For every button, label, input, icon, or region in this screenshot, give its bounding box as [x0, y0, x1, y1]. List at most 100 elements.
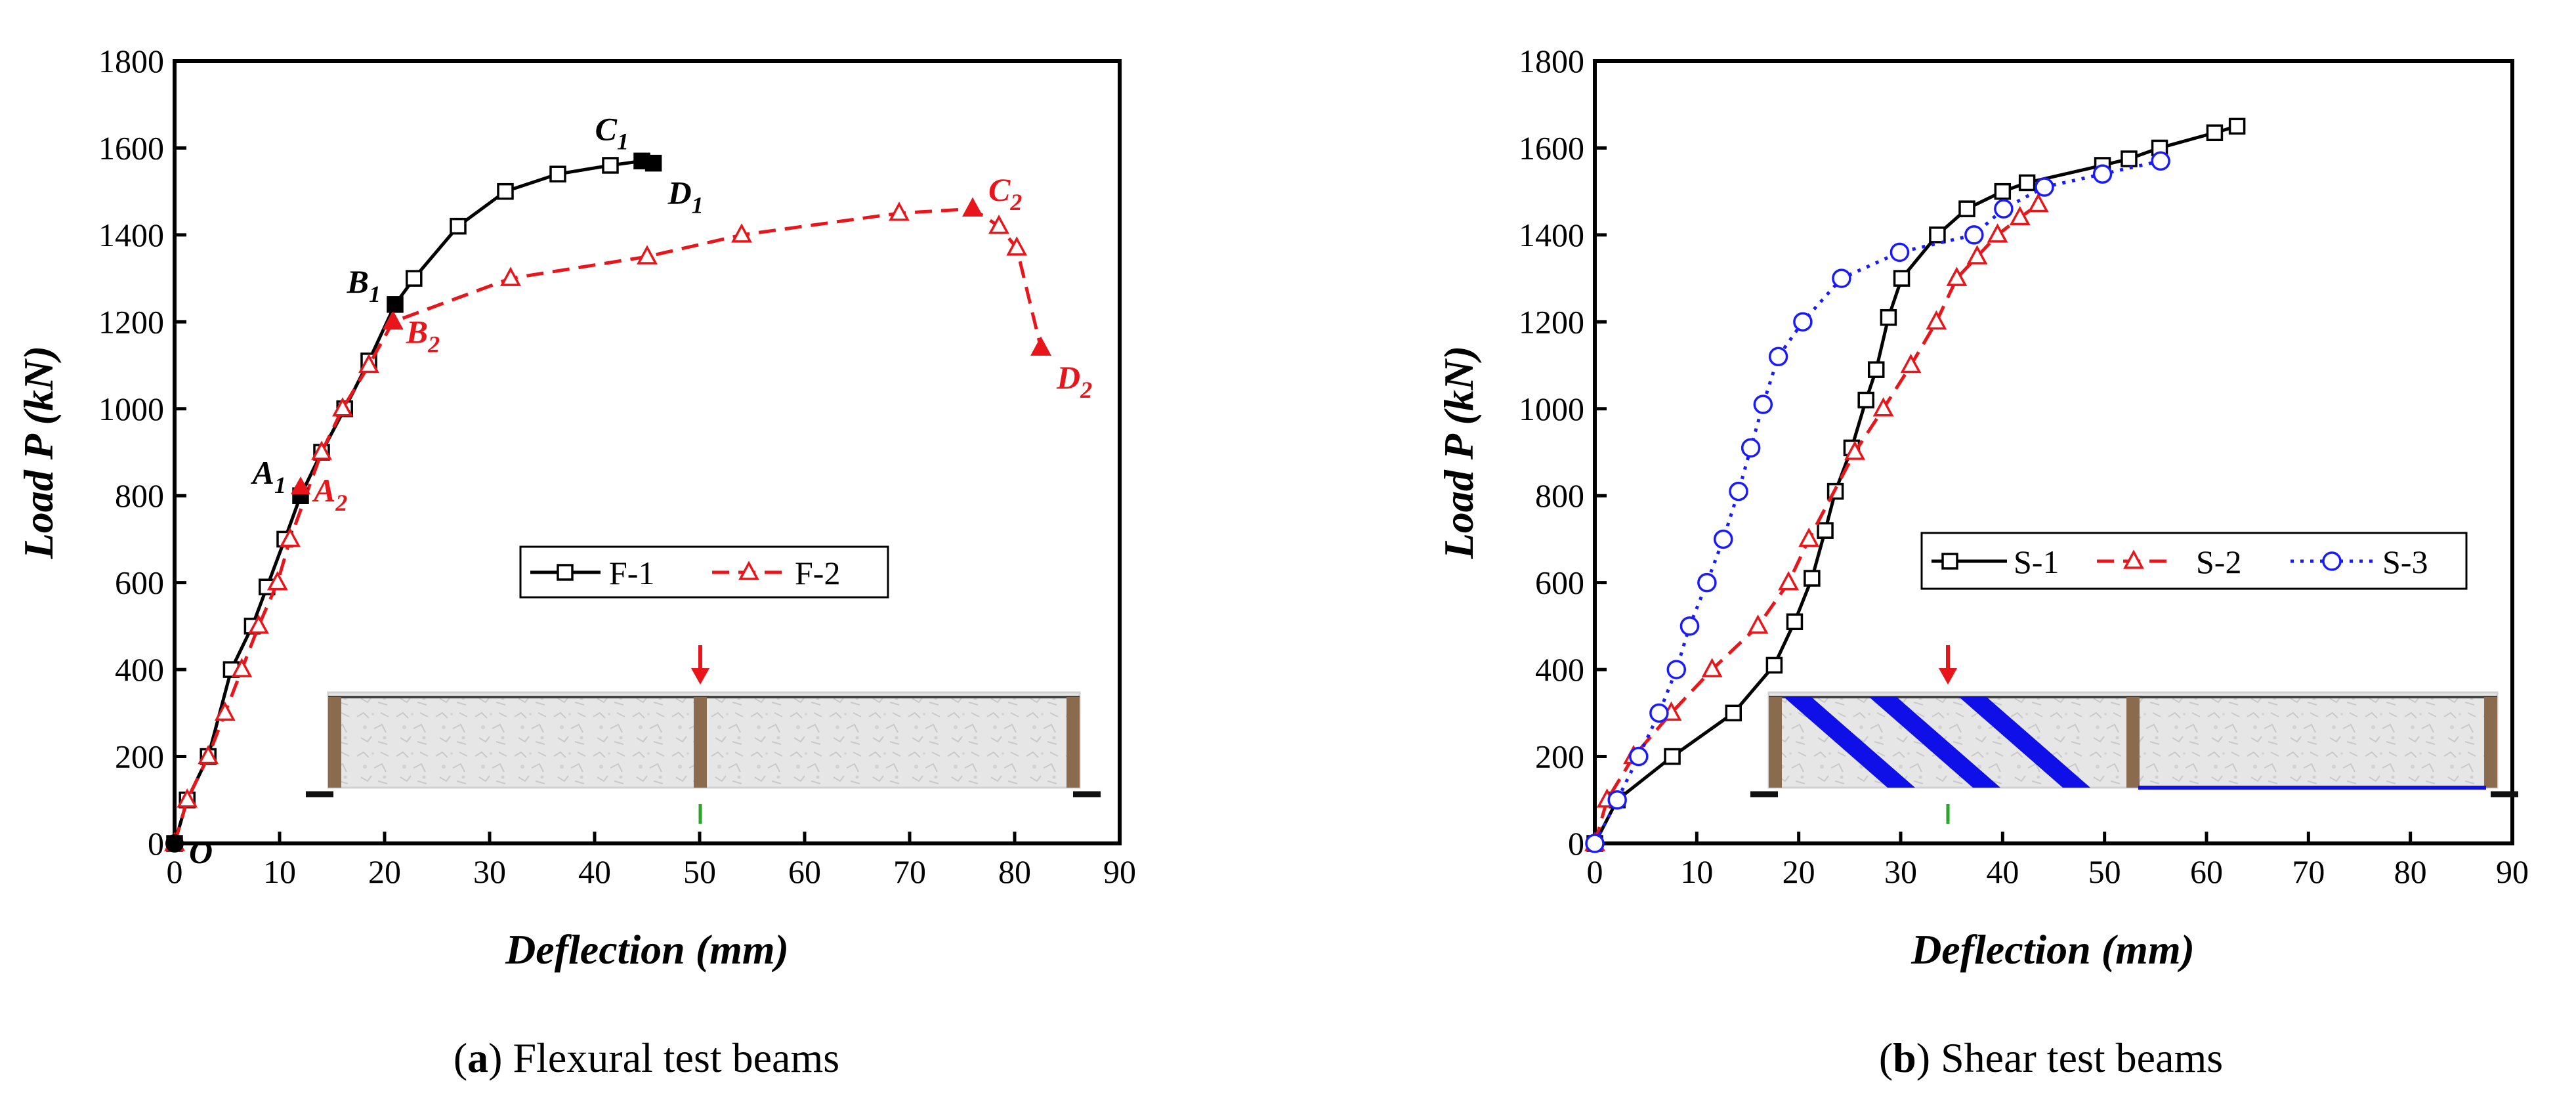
x-tick-label: 30	[473, 853, 506, 890]
data-point-s-1	[1765, 656, 1783, 674]
data-point-s-3	[1697, 572, 1717, 593]
legend-label-s2: S-2	[2196, 543, 2241, 580]
key-point-letter: B	[406, 313, 428, 350]
legend-b: S-1 S-2 S-3	[1920, 532, 2468, 590]
cfrp-strip-1	[1784, 697, 1915, 788]
y-tick-label: 1400	[98, 217, 164, 253]
data-point-s-2	[1900, 353, 1922, 373]
y-tick-label: 400	[1535, 651, 1584, 688]
data-point-s-3	[1679, 616, 1700, 636]
caption-b-text: Shear test beams	[1930, 1034, 2223, 1081]
data-point-f-1	[497, 182, 514, 200]
data-point-s-3	[2035, 177, 2054, 197]
data-point-s-3	[1741, 438, 1761, 458]
legend-marker-s2	[2123, 549, 2144, 569]
legend-box-b	[1920, 532, 2468, 590]
key-point-label: A2	[312, 472, 347, 516]
data-point-s-3	[1890, 242, 1910, 263]
legend-marker-s3	[2322, 551, 2342, 571]
data-point-s-3	[1649, 703, 1669, 723]
data-point-s-3	[1768, 347, 1788, 367]
data-point-s-1	[2228, 117, 2246, 135]
data-point-s-1	[1725, 704, 1742, 722]
mid-support	[694, 697, 707, 788]
y-tick-label: 1600	[98, 129, 164, 166]
data-point-s-2	[2009, 205, 2031, 226]
data-point-f-1	[602, 157, 619, 174]
data-point-f-2	[637, 245, 658, 265]
x-tick-label: 20	[368, 853, 401, 890]
key-point-label: D1	[667, 175, 704, 219]
data-point-s-2	[1844, 440, 1866, 460]
data-point-f-2	[248, 614, 269, 634]
data-point-f-2	[731, 223, 752, 243]
key-point-subscript: 1	[617, 128, 629, 154]
data-point-s-3	[1607, 790, 1627, 810]
key-point-letter: C	[988, 171, 1011, 208]
y-tick-label: 600	[115, 564, 164, 601]
y-tick-label: 800	[1535, 477, 1584, 514]
key-point-letter: A	[312, 472, 335, 509]
y-tick-label: 1000	[1519, 391, 1584, 427]
y-tick-label: 1000	[98, 391, 164, 427]
x-tick-label: 60	[2190, 853, 2223, 890]
data-point-s-2	[1798, 527, 1820, 547]
x-tick-label: 90	[2496, 853, 2529, 890]
x-tick-label: 80	[998, 853, 1031, 890]
data-point-f-1	[549, 165, 566, 182]
data-point-f-1	[450, 217, 467, 235]
data-point-s-1	[1804, 570, 1821, 587]
key-point-label: B1	[347, 263, 381, 307]
y-axis-ticks-a: 0 200 400 600 800 1000 1200 1400 1600 1800	[98, 43, 186, 862]
load-arrow-icon-b	[1939, 668, 1957, 685]
data-point-s-3	[1729, 481, 1748, 501]
data-point-s-3	[1585, 834, 1605, 853]
x-tick-label: 50	[2088, 853, 2121, 890]
x-axis-ticks-a: 0 10 20 30 40 50 60 70 80 90	[167, 832, 1136, 890]
data-point-s-1	[1817, 522, 1834, 539]
x-tick-label: 90	[1103, 853, 1136, 890]
key-point-label: C1	[595, 110, 629, 154]
y-tick-label: 400	[115, 651, 164, 688]
key-point-letter: D	[1056, 359, 1080, 396]
key-point-letter: C	[595, 110, 618, 147]
legend-marker-s1	[1941, 553, 1958, 570]
key-point-subscript: 2	[335, 490, 347, 516]
data-point-s-3	[1713, 529, 1733, 549]
data-point-f-2	[311, 440, 332, 460]
data-point-f-2	[358, 353, 379, 373]
key-point-label: B2	[406, 313, 440, 357]
caption-b: (b) Shear test beams	[1879, 1034, 2223, 1081]
y-tick-label: 200	[1535, 738, 1584, 775]
x-tick-label: 0	[167, 853, 183, 890]
data-point-s-1	[1994, 182, 2012, 200]
key-point-label: A1	[251, 454, 286, 498]
caption-a-text: Flexural test beams	[502, 1034, 839, 1081]
key-point-subscript: 1	[274, 472, 286, 498]
x-tick-label: 60	[788, 853, 821, 890]
key-point-label: C2	[988, 171, 1022, 215]
data-point-s-1	[2206, 124, 2224, 142]
data-point-f-2	[214, 701, 236, 721]
y-tick-label: 0	[1568, 825, 1584, 862]
data-point-s-2	[1946, 266, 1968, 286]
caption-a-letter: a	[467, 1034, 488, 1081]
key-point-marker	[165, 834, 184, 853]
key-point-label: O	[189, 834, 213, 870]
y-axis-ticks-b: 0 200 400 600 800 1000 1200 1400 1600 1800	[1519, 43, 1607, 862]
data-point-s-3	[1753, 394, 1773, 414]
y-tick-label: 1600	[1519, 129, 1584, 166]
series-layer-b	[1584, 117, 2246, 853]
key-point-marker	[1031, 337, 1051, 356]
key-point-marker	[291, 476, 310, 494]
x-tick-label: 80	[2394, 853, 2427, 890]
key-point-subscript: 1	[369, 281, 381, 307]
y-tick-label: 1800	[1519, 43, 1584, 79]
legend-label-f2: F-2	[795, 555, 840, 591]
data-point-s-3	[1964, 225, 1984, 245]
x-tick-label: 40	[1986, 853, 2019, 890]
key-point-subscript: 1	[692, 192, 704, 219]
x-axis-title-b: Deflection (mm)	[1911, 926, 2195, 973]
